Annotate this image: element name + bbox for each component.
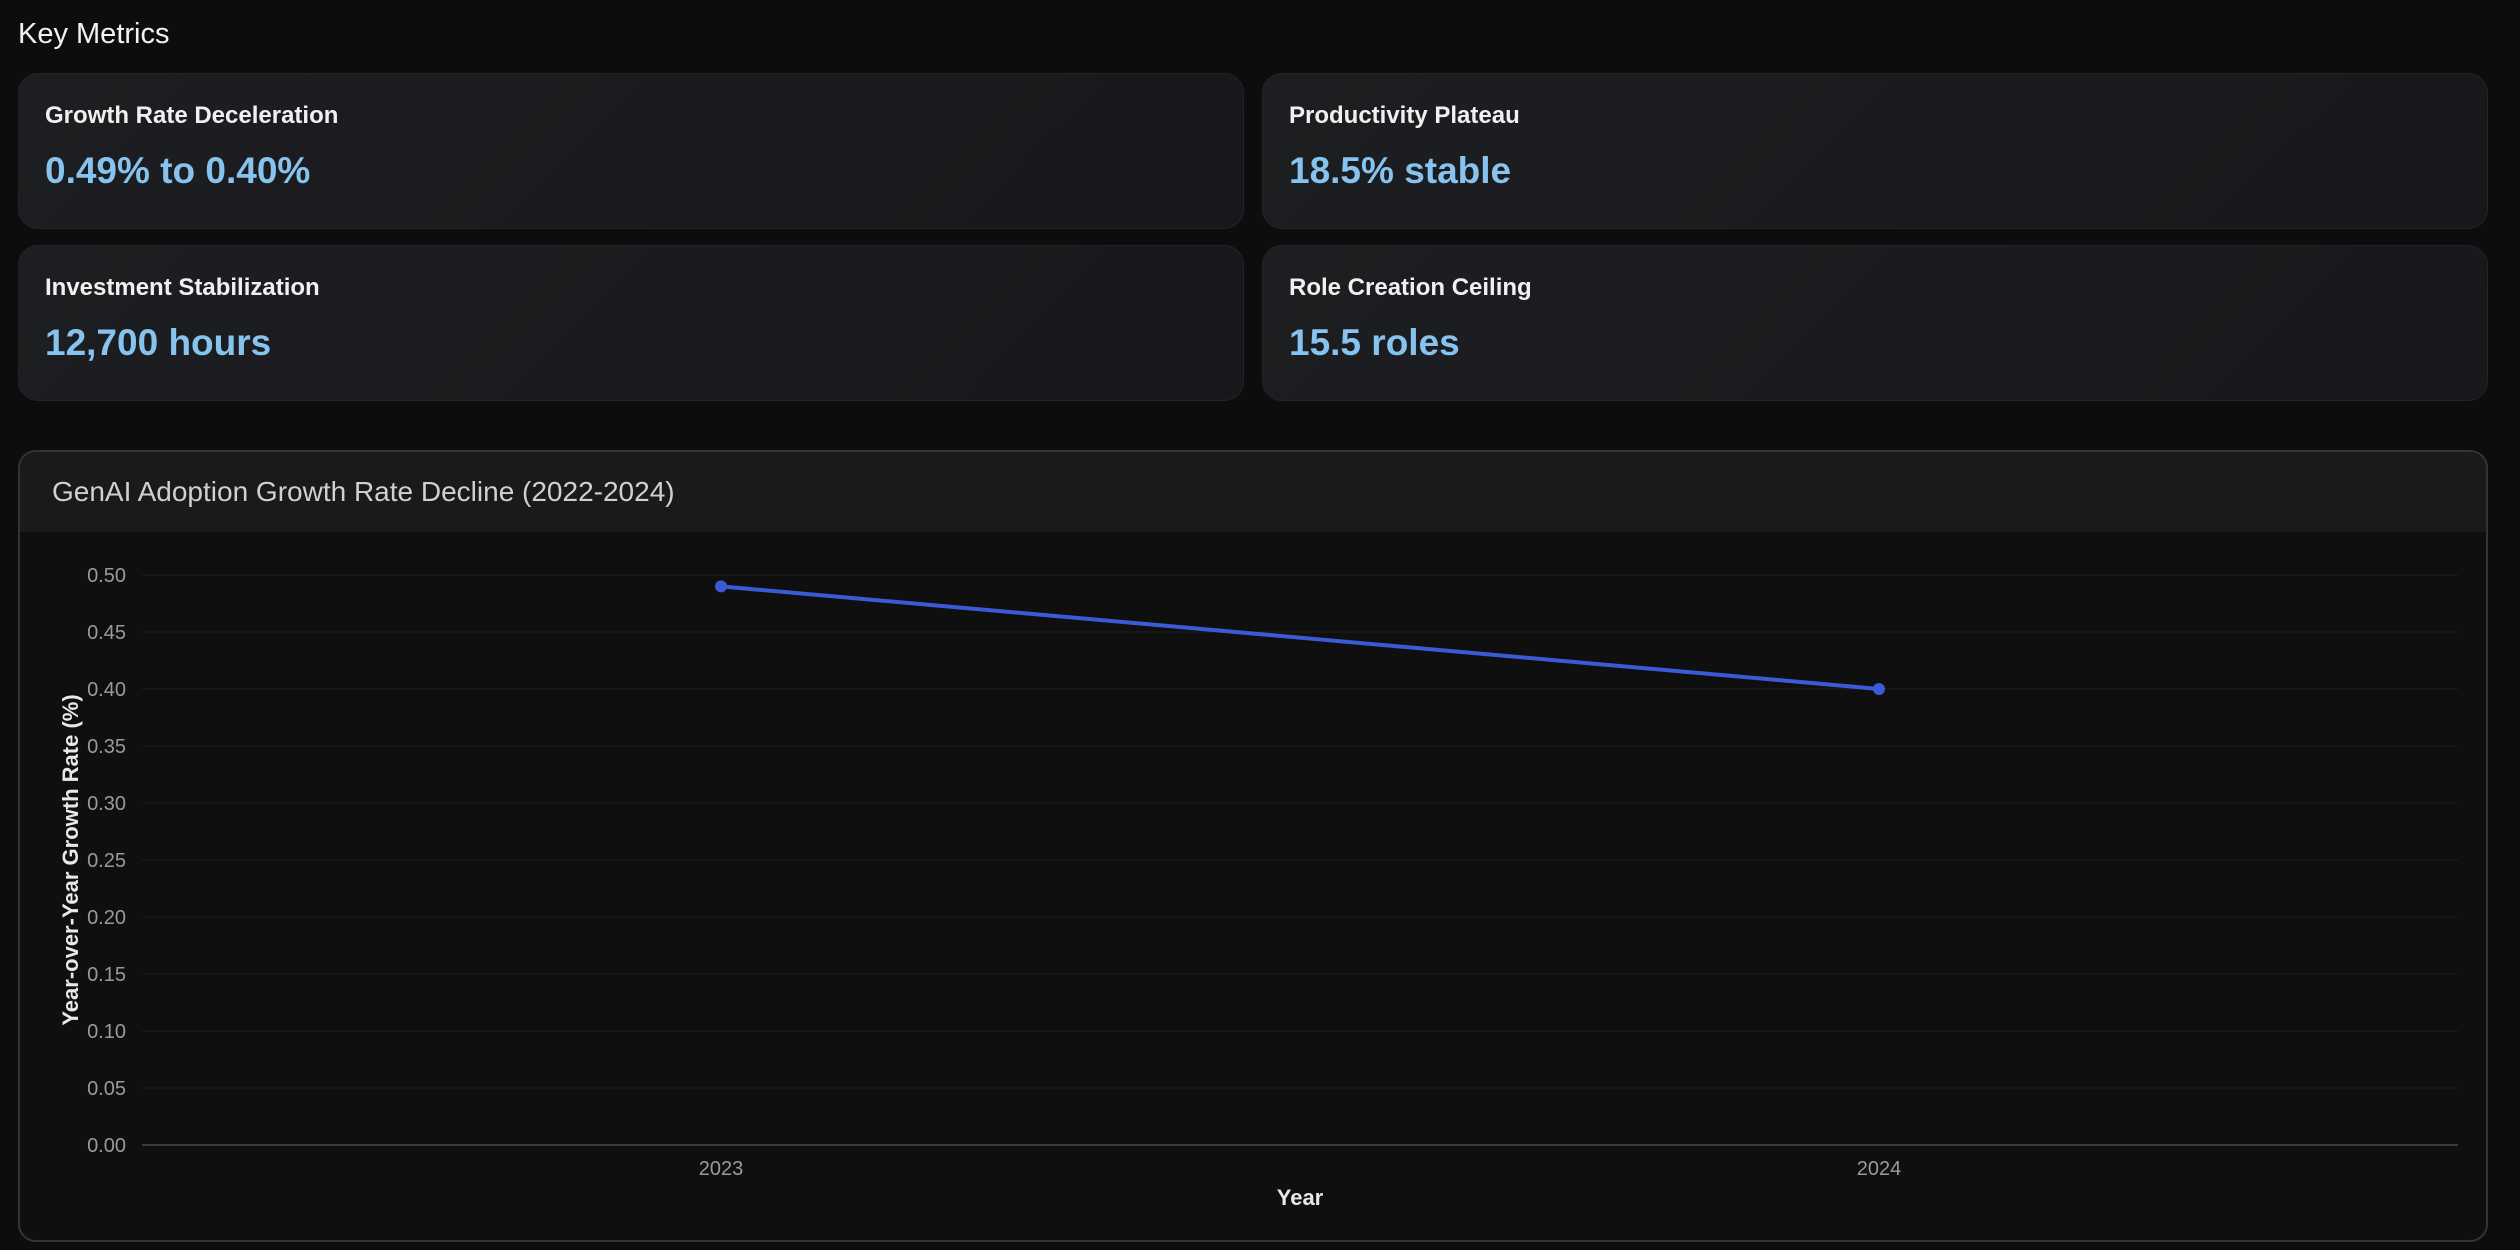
metric-card-role-creation: Role Creation Ceiling 15.5 roles: [1262, 245, 2488, 401]
y-tick-label: 0.10: [87, 1021, 126, 1043]
series-layer: [715, 580, 1885, 695]
series-line: [720, 584, 1880, 691]
metric-card-growth-rate: Growth Rate Deceleration 0.49% to 0.40%: [18, 73, 1244, 229]
y-tick-label: 0.20: [87, 907, 126, 929]
y-tick-label: 0.05: [87, 1078, 126, 1100]
data-point[interactable]: [715, 580, 727, 593]
metric-value: 18.5% stable: [1289, 150, 1512, 191]
x-axis-title: Year: [1277, 1185, 1324, 1210]
metrics-grid: Growth Rate Deceleration 0.49% to 0.40% …: [18, 73, 2488, 401]
y-tick-label: 0.45: [87, 622, 126, 644]
y-tick-label: 0.35: [87, 736, 126, 758]
metric-label: Investment Stabilization: [45, 274, 320, 301]
metric-value: 0.49% to 0.40%: [45, 150, 311, 191]
chart-header: GenAI Adoption Growth Rate Decline (2022…: [20, 452, 2486, 532]
metric-card-investment: Investment Stabilization 12,700 hours: [18, 245, 1244, 401]
data-point[interactable]: [1873, 683, 1885, 695]
chart-title: GenAI Adoption Growth Rate Decline (2022…: [52, 476, 675, 507]
metric-value: 12,700 hours: [45, 322, 272, 363]
y-tick-label: 0.25: [87, 850, 126, 872]
grid-lines: [142, 574, 2458, 1146]
x-tick-labels: 2023 2024: [699, 1158, 1902, 1180]
section-title: Key Metrics: [18, 18, 170, 50]
metric-label: Role Creation Ceiling: [1289, 274, 1532, 301]
y-tick-label: 0.40: [87, 679, 126, 701]
y-tick-label: 0.15: [87, 964, 126, 986]
y-tick-label: 0.50: [87, 565, 126, 587]
y-axis-title: Year-over-Year Growth Rate (%): [58, 694, 83, 1025]
x-tick-label: 2023: [699, 1158, 744, 1180]
metric-card-productivity: Productivity Plateau 18.5% stable: [1262, 73, 2488, 229]
y-tick-label: 0.00: [87, 1135, 126, 1157]
y-tick-label: 0.30: [87, 793, 126, 815]
x-tick-label: 2024: [1857, 1158, 1902, 1180]
chart-card: GenAI Adoption Growth Rate Decline (2022…: [18, 450, 2488, 1242]
metric-label: Productivity Plateau: [1289, 102, 1520, 129]
line-chart: 0.00 0.05 0.10 0.15 0.20 0.25 0.30 0.35 0.40 0.45…: [58, 565, 2458, 1210]
metric-label: Growth Rate Deceleration: [45, 102, 339, 129]
metric-value: 15.5 roles: [1289, 322, 1460, 363]
y-tick-labels: 0.00 0.05 0.10 0.15 0.20 0.25 0.30 0.35 0.40 0.45…: [87, 565, 126, 1157]
